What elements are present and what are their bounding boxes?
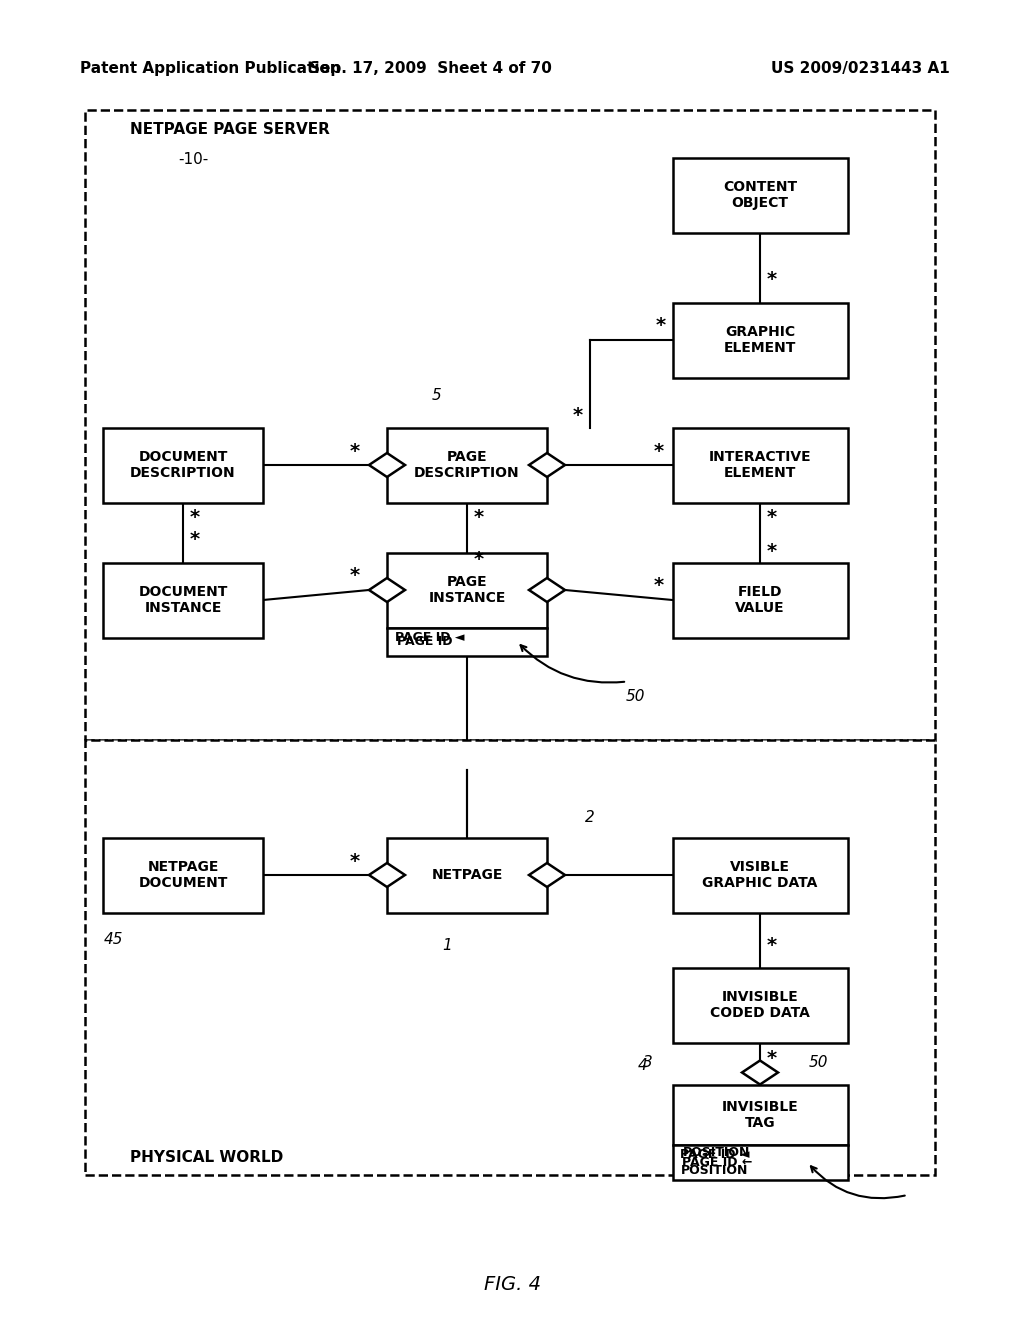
Text: *: * xyxy=(767,271,777,289)
Polygon shape xyxy=(369,863,406,887)
Bar xyxy=(673,1144,848,1180)
Polygon shape xyxy=(529,578,565,602)
Text: 50: 50 xyxy=(626,689,645,704)
Text: POSITION: POSITION xyxy=(683,1146,750,1159)
Text: *: * xyxy=(653,577,664,595)
Bar xyxy=(85,110,935,741)
Text: INVISIBLE
CODED DATA: INVISIBLE CODED DATA xyxy=(710,990,810,1020)
Text: INTERACTIVE
ELEMENT: INTERACTIVE ELEMENT xyxy=(709,450,811,480)
Bar xyxy=(387,627,547,656)
Polygon shape xyxy=(529,863,565,887)
Polygon shape xyxy=(369,578,406,602)
Polygon shape xyxy=(369,453,406,477)
Text: NETPAGE PAGE SERVER: NETPAGE PAGE SERVER xyxy=(130,123,330,137)
Bar xyxy=(85,741,935,1175)
Bar xyxy=(387,428,547,503)
Text: 45: 45 xyxy=(103,932,123,948)
Text: VISIBLE
GRAPHIC DATA: VISIBLE GRAPHIC DATA xyxy=(702,859,818,890)
Text: 2: 2 xyxy=(585,810,595,825)
Bar xyxy=(103,837,263,912)
Text: 5: 5 xyxy=(432,388,442,403)
Text: *: * xyxy=(189,531,200,549)
Polygon shape xyxy=(742,1060,778,1085)
Text: *: * xyxy=(189,508,200,528)
Text: FIG. 4: FIG. 4 xyxy=(483,1275,541,1295)
Text: PAGE
INSTANCE: PAGE INSTANCE xyxy=(428,576,506,605)
Text: 50: 50 xyxy=(808,1055,827,1071)
Text: Sep. 17, 2009  Sheet 4 of 70: Sep. 17, 2009 Sheet 4 of 70 xyxy=(308,61,552,75)
Text: -10-: -10- xyxy=(178,153,208,168)
Bar xyxy=(673,302,848,378)
Text: PAGE ID ◄: PAGE ID ◄ xyxy=(681,1148,750,1162)
Bar xyxy=(673,1085,848,1144)
Bar xyxy=(673,157,848,232)
Text: *: * xyxy=(350,441,360,461)
Polygon shape xyxy=(529,453,565,477)
Text: *: * xyxy=(767,508,777,528)
Text: *: * xyxy=(653,441,664,461)
Bar xyxy=(103,428,263,503)
Text: FIELD
VALUE: FIELD VALUE xyxy=(735,585,784,615)
Text: PAGE ID ←: PAGE ID ← xyxy=(683,1156,753,1170)
Text: *: * xyxy=(767,936,777,954)
Text: NETPAGE: NETPAGE xyxy=(431,869,503,882)
Text: POSITION: POSITION xyxy=(681,1164,748,1177)
Bar xyxy=(673,562,848,638)
Text: *: * xyxy=(350,851,360,870)
Text: PAGE ID: PAGE ID xyxy=(397,635,453,648)
Text: NETPAGE
DOCUMENT: NETPAGE DOCUMENT xyxy=(138,859,227,890)
Bar xyxy=(673,837,848,912)
Text: PHYSICAL WORLD: PHYSICAL WORLD xyxy=(130,1151,284,1166)
Text: DOCUMENT
INSTANCE: DOCUMENT INSTANCE xyxy=(138,585,227,615)
Text: 1: 1 xyxy=(442,937,452,953)
Text: DOCUMENT
DESCRIPTION: DOCUMENT DESCRIPTION xyxy=(130,450,236,480)
Bar xyxy=(103,562,263,638)
Bar xyxy=(673,428,848,503)
Text: 4: 4 xyxy=(638,1057,647,1072)
Text: Patent Application Publication: Patent Application Publication xyxy=(80,61,341,75)
Text: INVISIBLE
TAG: INVISIBLE TAG xyxy=(722,1100,799,1130)
Text: GRAPHIC
ELEMENT: GRAPHIC ELEMENT xyxy=(724,325,797,355)
Text: *: * xyxy=(474,550,484,569)
Text: PAGE
DESCRIPTION: PAGE DESCRIPTION xyxy=(414,450,520,480)
Bar xyxy=(387,837,547,912)
Text: *: * xyxy=(350,566,360,586)
Text: *: * xyxy=(474,508,484,528)
Bar xyxy=(387,553,547,627)
Text: CONTENT
OBJECT: CONTENT OBJECT xyxy=(723,180,797,210)
Text: 3: 3 xyxy=(643,1055,652,1071)
Text: *: * xyxy=(573,405,583,425)
Text: *: * xyxy=(767,1049,777,1068)
Text: US 2009/0231443 A1: US 2009/0231443 A1 xyxy=(771,61,949,75)
Text: *: * xyxy=(655,315,666,334)
Bar xyxy=(673,968,848,1043)
Text: PAGE ID ◄: PAGE ID ◄ xyxy=(395,631,465,644)
Text: *: * xyxy=(767,543,777,561)
